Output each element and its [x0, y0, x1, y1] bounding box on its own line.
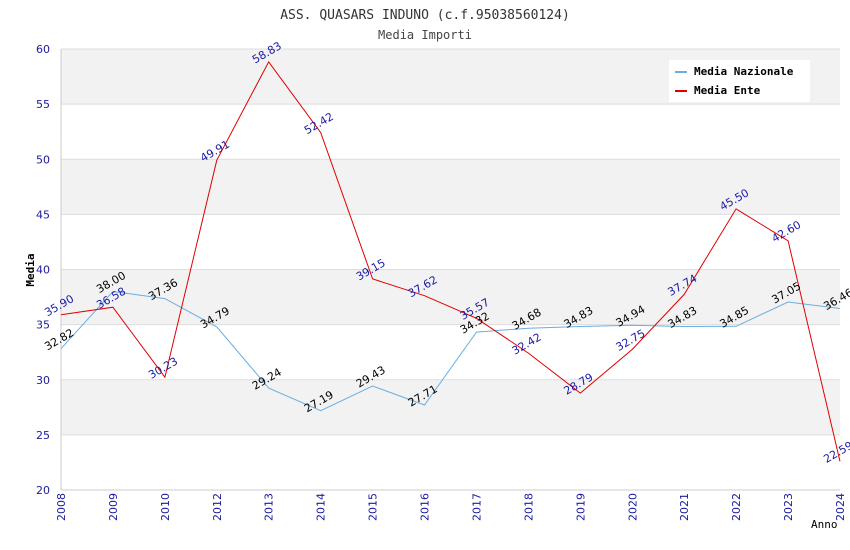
chart-title: ASS. QUASARS INDUNO (c.f.95038560124)	[280, 8, 570, 23]
x-tick-label: 2010	[159, 493, 172, 521]
x-tick-label: 2021	[678, 493, 691, 521]
data-label-ente: 42.60	[769, 218, 803, 245]
y-tick-label: 50	[36, 153, 50, 166]
x-tick-label: 2014	[315, 493, 328, 521]
legend-label-ente: Media Ente	[694, 84, 761, 97]
y-axis-label: Media	[24, 253, 37, 286]
y-tick-label: 40	[36, 264, 50, 277]
y-ticks: 20 25 30 35 40 45 50 55 60	[36, 43, 50, 497]
x-tick-label: 2022	[730, 493, 743, 521]
x-tick-label: 2024	[834, 493, 847, 521]
grid-bands	[61, 49, 840, 435]
x-tick-label: 2015	[367, 493, 380, 521]
y-tick-label: 45	[36, 208, 50, 221]
series-line-ente	[60, 60, 841, 462]
legend: Media Nazionale Media Ente	[669, 60, 810, 102]
legend-label-nazionale: Media Nazionale	[694, 65, 794, 78]
x-ticks: 2008 2009 2010 2012 2013 2014 2015 2016 2017 2018…	[55, 493, 847, 521]
y-tick-label: 25	[36, 429, 50, 442]
x-tick-label: 2018	[522, 493, 535, 521]
y-tick-label: 30	[36, 374, 50, 387]
x-axis-label: Anno	[811, 518, 838, 531]
grid-band	[61, 159, 840, 215]
x-tick-label: 2019	[574, 493, 587, 521]
series-layer	[60, 60, 841, 462]
x-tick-label: 2020	[626, 493, 639, 521]
x-tick-label: 2013	[263, 493, 276, 521]
data-label-ente: 32.42	[510, 331, 544, 358]
y-tick-label: 20	[36, 484, 50, 497]
legend-box	[669, 60, 810, 102]
x-tick-label: 2012	[211, 493, 224, 521]
x-tick-label: 2016	[419, 493, 432, 521]
x-tick-label: 2023	[782, 493, 795, 521]
y-tick-label: 35	[36, 319, 50, 332]
axes	[60, 49, 840, 491]
y-tick-label: 55	[36, 98, 50, 111]
x-tick-label: 2008	[55, 493, 68, 521]
grid-band	[61, 379, 840, 435]
y-tick-label: 60	[36, 43, 50, 56]
data-label-ente: 32.75	[614, 327, 648, 354]
grid-band	[61, 269, 840, 325]
chart-subtitle: Media Importi	[378, 28, 472, 42]
series-line-nazionale	[60, 290, 841, 412]
x-tick-label: 2017	[470, 493, 483, 521]
x-tick-label: 2009	[107, 493, 120, 521]
